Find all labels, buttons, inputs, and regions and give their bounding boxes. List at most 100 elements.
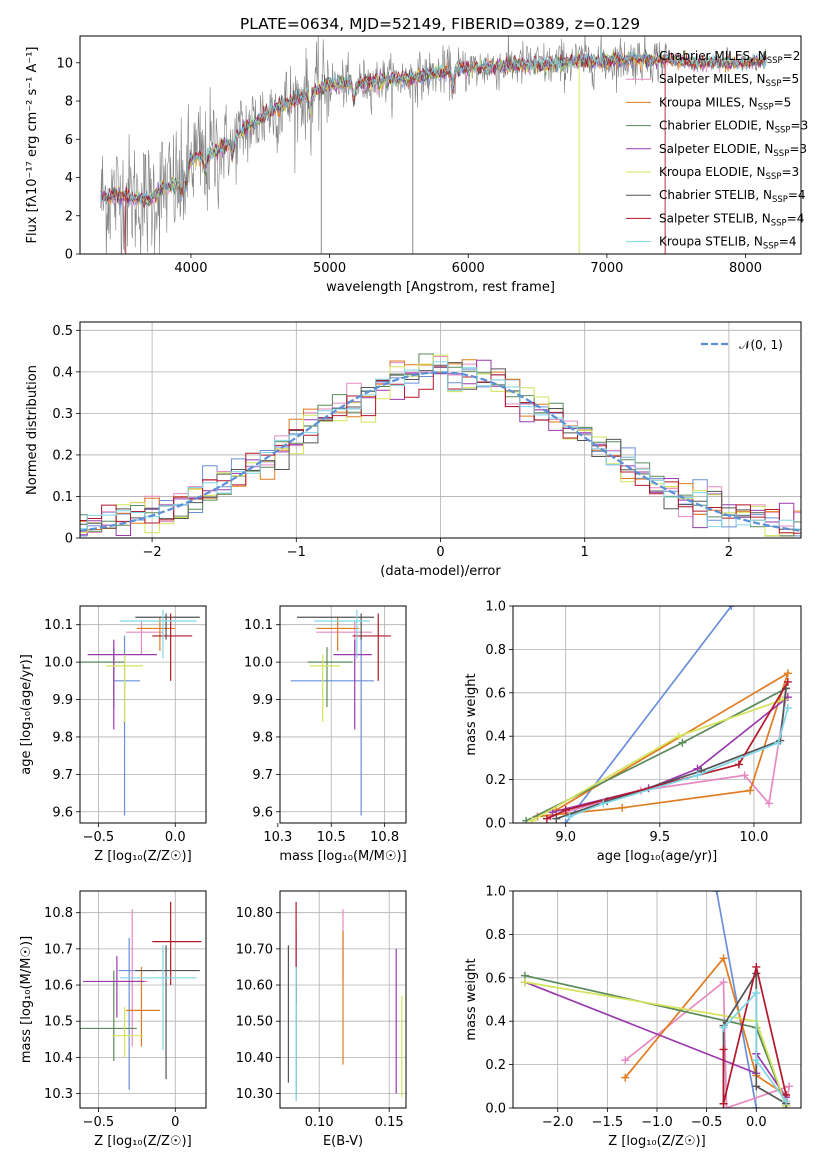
x-tick-label: 10.0 [739, 830, 768, 845]
y-tick-label: 10.1 [244, 618, 273, 633]
y-tick-label: 10.1 [44, 618, 73, 633]
panel-mass-vs-Z: −0.5 0 10.3 10.4 10.5 10.6 10.7 10.8 Z [log₁₀(Z/… [19, 890, 207, 1149]
y-tick-label: 1.0 [485, 885, 506, 900]
legend-label: Salpeter STELIB, NSSP=4 [659, 211, 804, 228]
y-tick-label: 0.5 [52, 324, 73, 339]
y-tick-label: 0 [65, 248, 73, 263]
x-tick-label: 0.0 [746, 1115, 767, 1130]
y-tick-label: 9.9 [52, 693, 73, 708]
weight-line [546, 681, 789, 820]
weight-marker [722, 1104, 731, 1108]
plot-area [280, 891, 406, 1108]
legend-label: 𝒩(0, 1) [739, 338, 783, 352]
legend-label: Chabrier MILES, NSSP=2 [659, 49, 800, 66]
y-tick-label: 9.8 [252, 730, 273, 745]
y-tick-label: 9.8 [52, 730, 73, 745]
x-tick-label: −2.0 [542, 1115, 574, 1130]
x-tick-label: 6000 [452, 261, 485, 276]
plot-area [80, 606, 206, 823]
y-tick-label: 9.6 [52, 805, 73, 820]
weight-line [715, 891, 758, 1108]
weight-marker [621, 1073, 630, 1082]
axes-frame [279, 890, 407, 1109]
x-tick-label: −0.5 [83, 830, 115, 845]
x-tick-label: 8000 [729, 261, 762, 276]
weight-line [722, 990, 787, 1102]
axes-frame [79, 605, 207, 824]
plot-area [80, 322, 801, 538]
y-tick-label: 10.4 [44, 1051, 73, 1066]
y-tick-label: 10.6 [44, 979, 73, 994]
weight-line [722, 966, 787, 1104]
legend-label-main: Salpeter ELODIE, N [659, 142, 773, 156]
x-tick-label: 0.10 [305, 1115, 334, 1130]
y-axis-label: age [log₁₀(age/yr)] [19, 654, 34, 775]
y-tick-label: 0.6 [485, 971, 506, 986]
x-axis-label: Z [log₁₀(Z/Z☉)] [608, 1134, 705, 1149]
axes-frame [79, 321, 802, 539]
x-tick-label: −1.5 [592, 1115, 624, 1130]
weight-marker [599, 799, 608, 808]
y-tick-label: 0.2 [485, 1058, 506, 1073]
weight-marker [621, 1056, 630, 1065]
axes-frame [512, 605, 802, 824]
legend-label-sub: SSP [758, 102, 774, 112]
weight-marker [774, 738, 783, 747]
weight-marker [719, 1099, 728, 1108]
x-tick-label: 10.3 [263, 830, 292, 845]
weight-marker [527, 816, 536, 823]
y-tick-label: 0.4 [52, 365, 73, 380]
y-tick-label: 10.30 [236, 1087, 273, 1102]
weight-marker [746, 786, 755, 795]
y-tick-label: 10.3 [44, 1087, 73, 1102]
y-tick-label: 0.6 [485, 686, 506, 701]
legend-label-sub: SSP [767, 56, 783, 66]
y-tick-label: 0.0 [485, 1102, 506, 1117]
weight-marker [752, 1056, 761, 1065]
figure-title: PLATE=0634, MJD=52149, FIBERID=0389, z=0… [240, 15, 640, 33]
panel-age-vs-mass: 10.3 10.5 10.8 9.6 9.7 9.8 9.9 10.0 10.1 mass [lo… [244, 605, 407, 864]
weight-marker [618, 803, 627, 812]
x-tick-label: 10.5 [317, 830, 346, 845]
weight-marker [782, 1097, 791, 1106]
legend-label-suffix: =5 [774, 95, 792, 109]
panel-residuals: −2 −1 0 1 2 0 0.1 0.2 0.3 0.4 0.5 (data-model)/erro… [25, 321, 802, 579]
weight-marker [752, 1104, 761, 1108]
weight-marker [719, 1023, 728, 1032]
panel-age-vs-Z: −0.5 0.0 9.6 9.7 9.8 9.9 10.0 10.1 Z [log₁₀(Z/Z☉… [19, 605, 207, 864]
legend-label-suffix: =4 [779, 235, 797, 249]
weight-marker [727, 606, 736, 610]
legend-label-sub: SSP [766, 172, 782, 182]
y-tick-label: 2 [65, 209, 73, 224]
legend-label-main: Salpeter STELIB, N [659, 211, 771, 225]
y-tick-label: 0.4 [485, 730, 506, 745]
axes-frame [512, 890, 802, 1109]
panel-mass-vs-EBV: 0.10 0.15 10.30 10.40 10.50 10.60 10.70 10.80 E(… [236, 890, 407, 1149]
legend-label-main: Kroupa MILES, N [659, 95, 758, 109]
x-tick-label: 7000 [590, 261, 623, 276]
legend-label-main: Kroupa ELODIE, N [659, 165, 766, 179]
weight-marker [674, 732, 683, 741]
x-tick-label: −1.0 [641, 1115, 673, 1130]
y-axis-label: mass weight [464, 958, 479, 1040]
y-tick-label: 0.2 [52, 448, 73, 463]
y-tick-label: 0.0 [485, 817, 506, 832]
legend-label-main: Chabrier MILES, N [659, 49, 767, 63]
weight-marker [752, 1082, 761, 1091]
y-tick-label: 10.50 [236, 1015, 273, 1030]
y-tick-label: 0 [65, 532, 73, 547]
weight-marker [752, 988, 761, 997]
x-tick-label: 9.5 [649, 830, 670, 845]
weight-marker [719, 1045, 728, 1054]
weight-marker [740, 771, 749, 780]
residual-legend: 𝒩(0, 1) [701, 338, 783, 352]
weight-marker [752, 962, 761, 971]
y-tick-label: 0.8 [485, 928, 506, 943]
y-tick-label: 0.1 [52, 490, 73, 505]
weight-line [624, 956, 787, 1102]
y-axis-label: mass [log₁₀(M/M☉)] [19, 936, 34, 1063]
y-tick-label: 8 [65, 95, 73, 110]
spectrum-model-line [100, 48, 767, 205]
panel-weight-vs-age: 9.0 9.5 10.0 0.0 0.2 0.4 0.6 0.8 1.0 age [log₁₀(a… [464, 600, 802, 864]
x-tick-label: −1 [287, 545, 306, 560]
